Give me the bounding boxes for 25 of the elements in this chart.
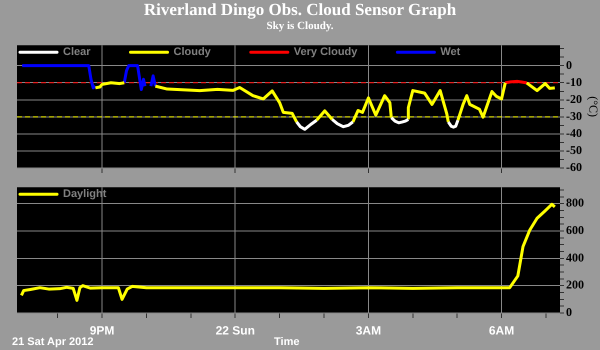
y-tick-label: -40 — [566, 126, 582, 140]
y-tick-label: -50 — [566, 143, 582, 158]
y-tick-label: -60 — [566, 160, 582, 174]
y-tick-label: -20 — [566, 92, 582, 106]
x-tick-label: 3AM — [356, 324, 382, 338]
chart-title: Riverland Dingo Obs. Cloud Sensor Graph — [142, 0, 458, 20]
legend-label: Very Cloudy — [294, 46, 358, 58]
x-tick-label: 22 Sun — [216, 324, 255, 338]
legend-label: Clear — [63, 46, 92, 58]
y-tick-label: 0 — [566, 305, 572, 320]
legend-label: Wet — [440, 46, 461, 58]
chart-subtitle: Sky is Cloudy. — [266, 20, 334, 33]
y-tick-label: -10 — [566, 74, 582, 89]
y-axis-title: (°C) — [586, 96, 600, 117]
y-tick-label: 400 — [566, 250, 584, 264]
y-tick-label: 600 — [566, 223, 584, 238]
y-tick-label: 0 — [566, 58, 572, 72]
y-tick-label: -30 — [566, 108, 582, 123]
y-tick-label: 200 — [566, 278, 584, 292]
x-axis-title: Time — [274, 336, 300, 349]
text: 21 Sat Apr 2012 — [12, 336, 94, 349]
legend-label: Cloudy — [174, 46, 212, 58]
x-tick-label: 9PM — [90, 324, 114, 338]
x-tick-label: 6AM — [488, 324, 514, 338]
y-tick-label: 800 — [566, 196, 584, 210]
